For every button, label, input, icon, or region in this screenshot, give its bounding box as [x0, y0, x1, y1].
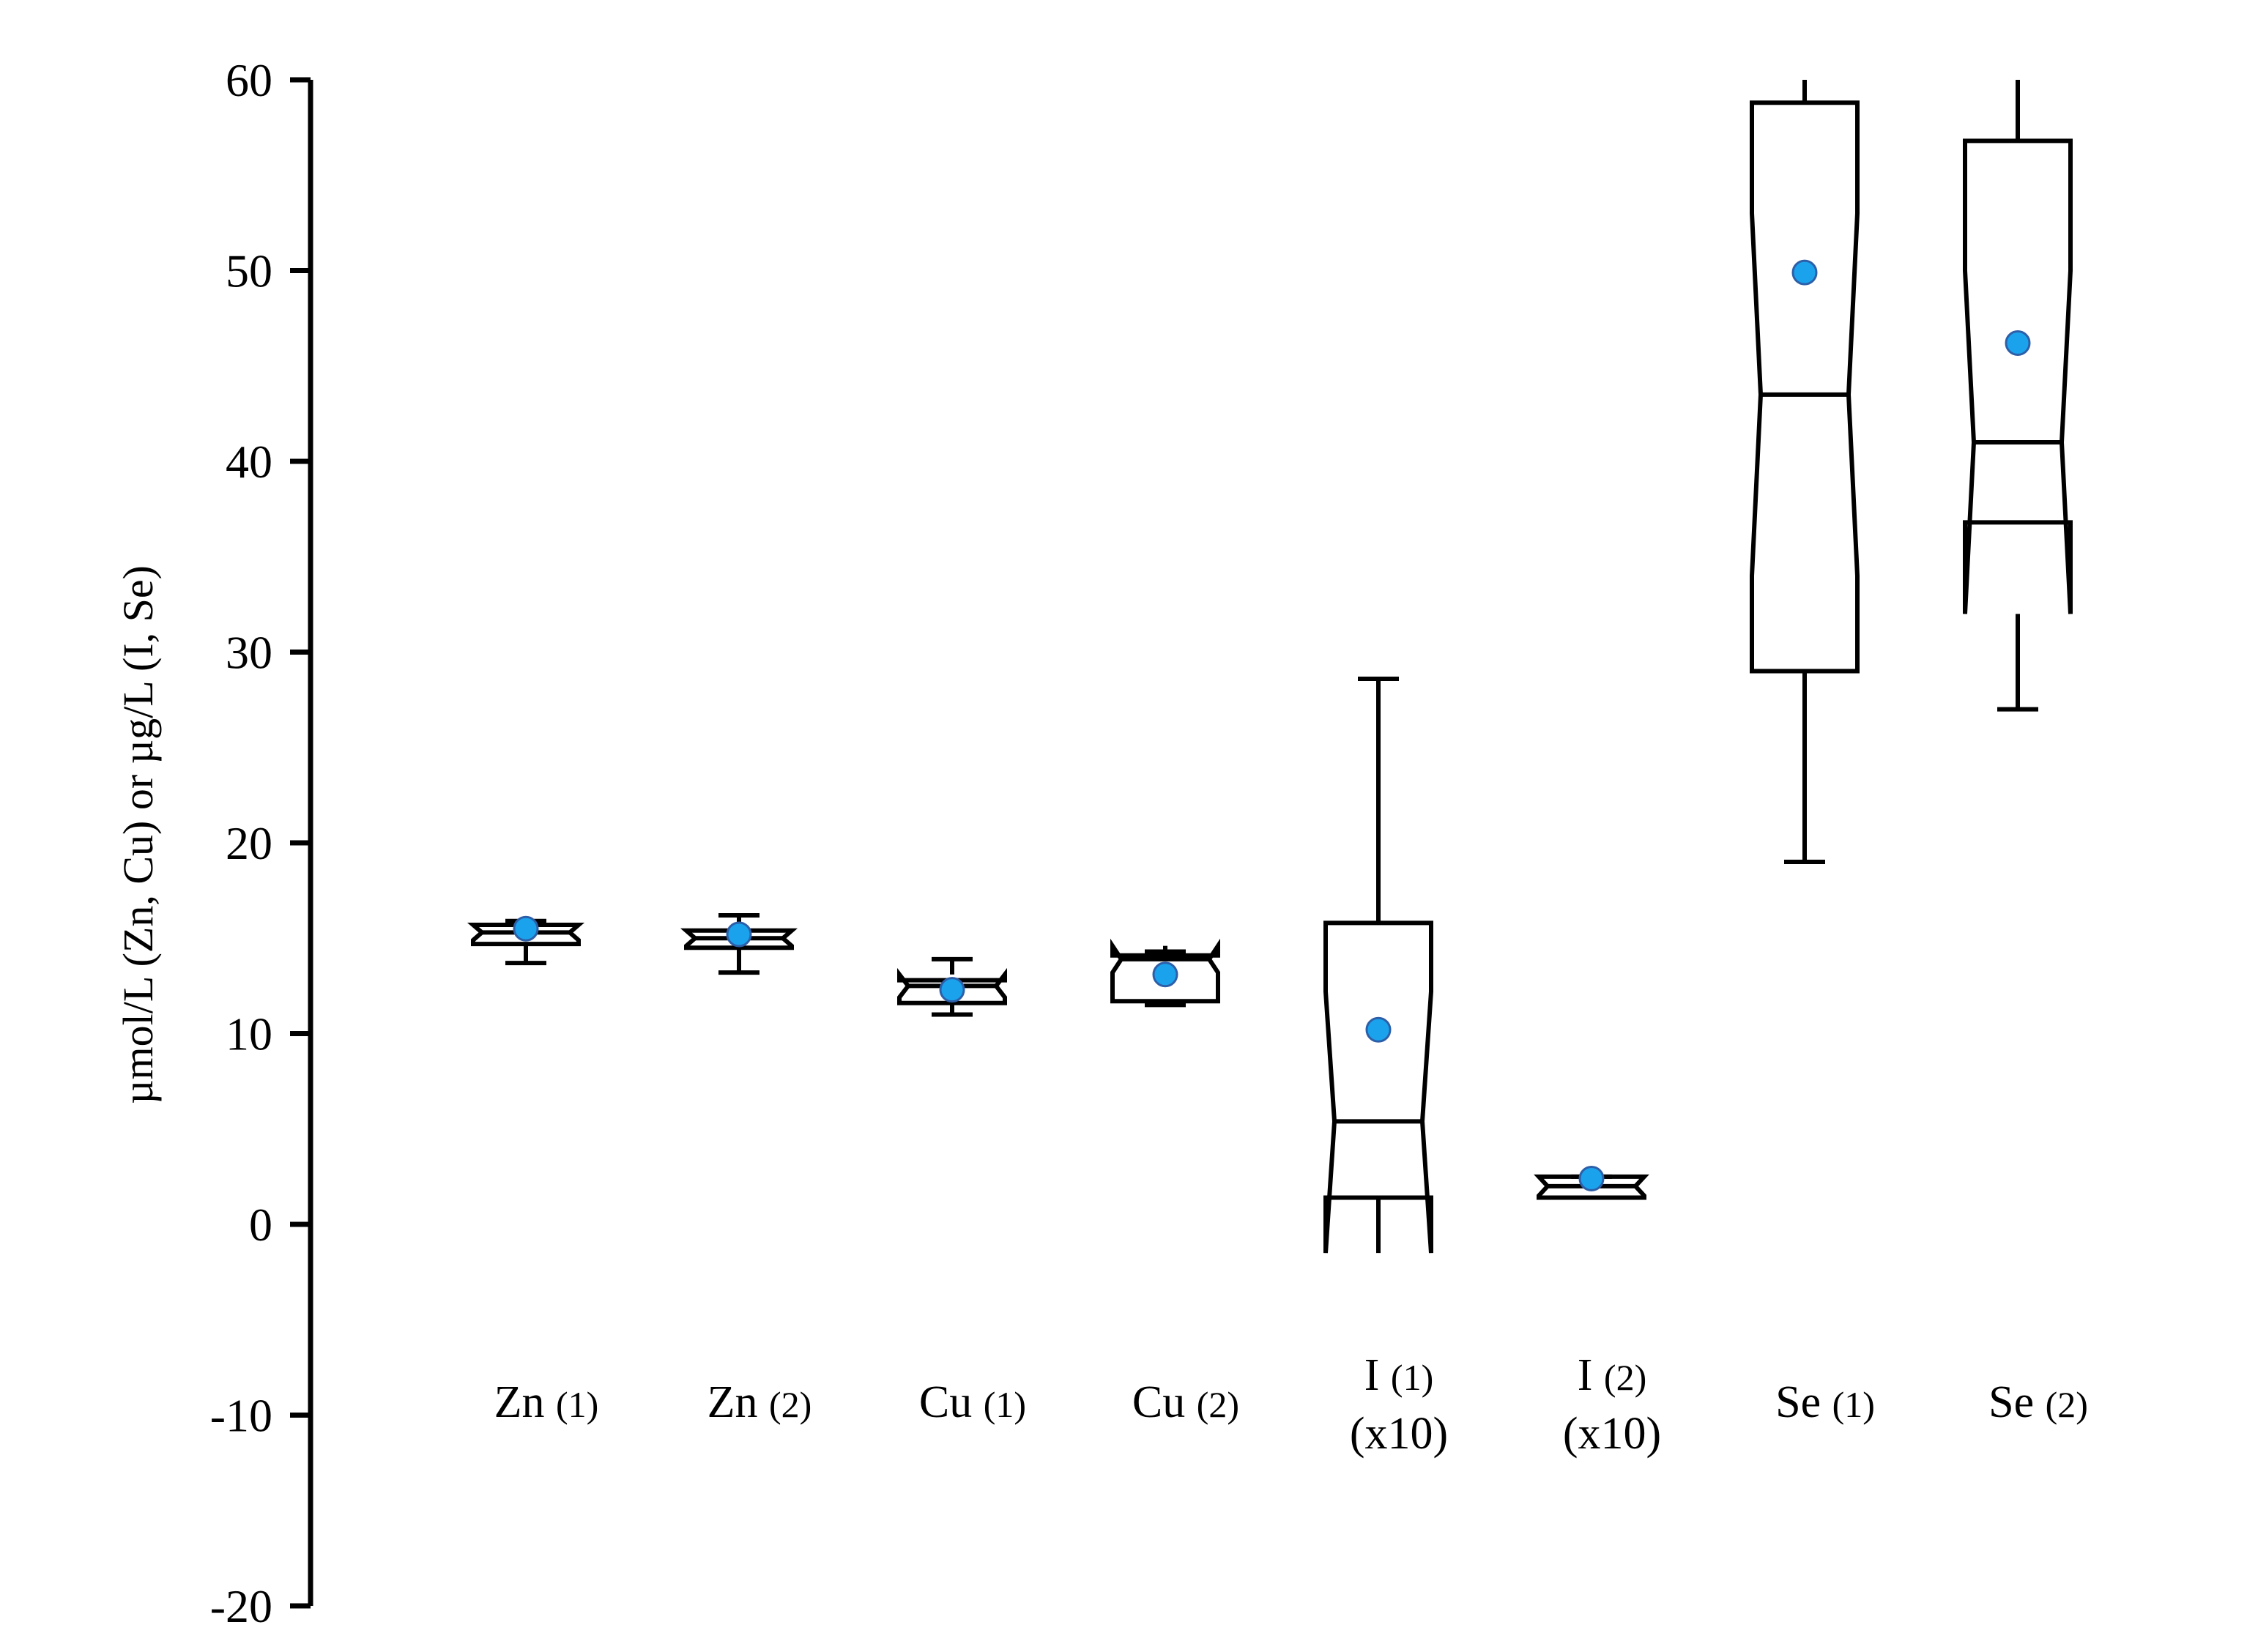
box-4: [1110, 938, 1220, 1008]
box-outline: [1963, 138, 2073, 614]
y-tick-label: -20: [210, 1580, 272, 1632]
mean-marker: [1152, 961, 1178, 988]
mean-marker: [726, 921, 752, 948]
category-label-sub: (2): [769, 1384, 811, 1425]
y-tick-label: 10: [226, 1008, 272, 1060]
category-label-sub: (1): [1832, 1384, 1875, 1425]
y-tick-label: 20: [226, 817, 272, 869]
category-label-main: Cu: [919, 1377, 984, 1427]
mean-marker: [1365, 1016, 1392, 1043]
category-label: Zn (1): [494, 1377, 599, 1427]
box-1: [467, 915, 585, 966]
category-label-line2: (x10): [1563, 1409, 1661, 1459]
y-tick-label: 30: [226, 627, 272, 679]
box-outline: [680, 928, 798, 950]
y-tick-label: 60: [226, 54, 272, 106]
category-label-line2: (x10): [1350, 1409, 1448, 1459]
mean-marker: [1791, 259, 1818, 286]
category-label-sub: (1): [1391, 1357, 1433, 1398]
category-label-main: Zn: [707, 1377, 769, 1427]
category-labels: Zn (1) Zn (2) Cu (1) Cu (2)I (1)(x10)I (2)(…: [494, 1350, 2088, 1459]
category-label: Se (1): [1775, 1377, 1875, 1427]
category-label: I (1): [1364, 1350, 1433, 1400]
box-7: [1750, 80, 1860, 865]
category-label-sub: (2): [1604, 1357, 1646, 1398]
box-outline: [1323, 920, 1433, 1254]
y-axis-title: µmol/L (Zn, Cu) or µg/L (I, Se): [114, 565, 162, 1104]
box-3: [897, 956, 1007, 1017]
box-2: [680, 912, 798, 975]
category-label-sub: (2): [1197, 1384, 1239, 1425]
category-label-sub: (2): [2046, 1384, 2088, 1425]
box-series: [467, 80, 2073, 1254]
category-label-sub: (1): [984, 1384, 1026, 1425]
category-label-main: Zn: [494, 1377, 556, 1427]
box-outline: [1750, 100, 1860, 674]
category-label-sub: (1): [556, 1384, 598, 1425]
y-tick-label: 50: [226, 245, 272, 297]
box-8: [1963, 80, 2073, 712]
mean-marker: [2005, 330, 2031, 356]
box-5: [1323, 676, 1433, 1254]
category-label: I (2): [1578, 1350, 1646, 1400]
y-axis: 60 50 40 30 20 10 0 -10 -20: [210, 54, 313, 1632]
box-outline: [1110, 938, 1220, 1004]
category-label: Zn (2): [707, 1377, 812, 1427]
category-label: Cu (1): [919, 1377, 1026, 1427]
y-tick-label: -10: [210, 1390, 272, 1442]
category-label-main: I: [1364, 1350, 1391, 1400]
box-outline: [1534, 1174, 1649, 1200]
mean-marker: [939, 977, 965, 1003]
category-label: Cu (2): [1132, 1377, 1239, 1427]
y-tick-label: 0: [249, 1199, 272, 1251]
category-label-main: I: [1578, 1350, 1604, 1400]
mean-marker: [513, 915, 539, 942]
y-tick-label: 40: [226, 436, 272, 488]
mean-marker: [1578, 1165, 1605, 1191]
category-label: Se (2): [1988, 1377, 2088, 1427]
category-label-main: Se: [1775, 1377, 1832, 1427]
box-outline: [467, 923, 585, 947]
box-outline: [897, 967, 1007, 1005]
category-label-main: Cu: [1132, 1377, 1197, 1427]
box-6: [1534, 1165, 1649, 1200]
category-label-main: Se: [1988, 1377, 2046, 1427]
